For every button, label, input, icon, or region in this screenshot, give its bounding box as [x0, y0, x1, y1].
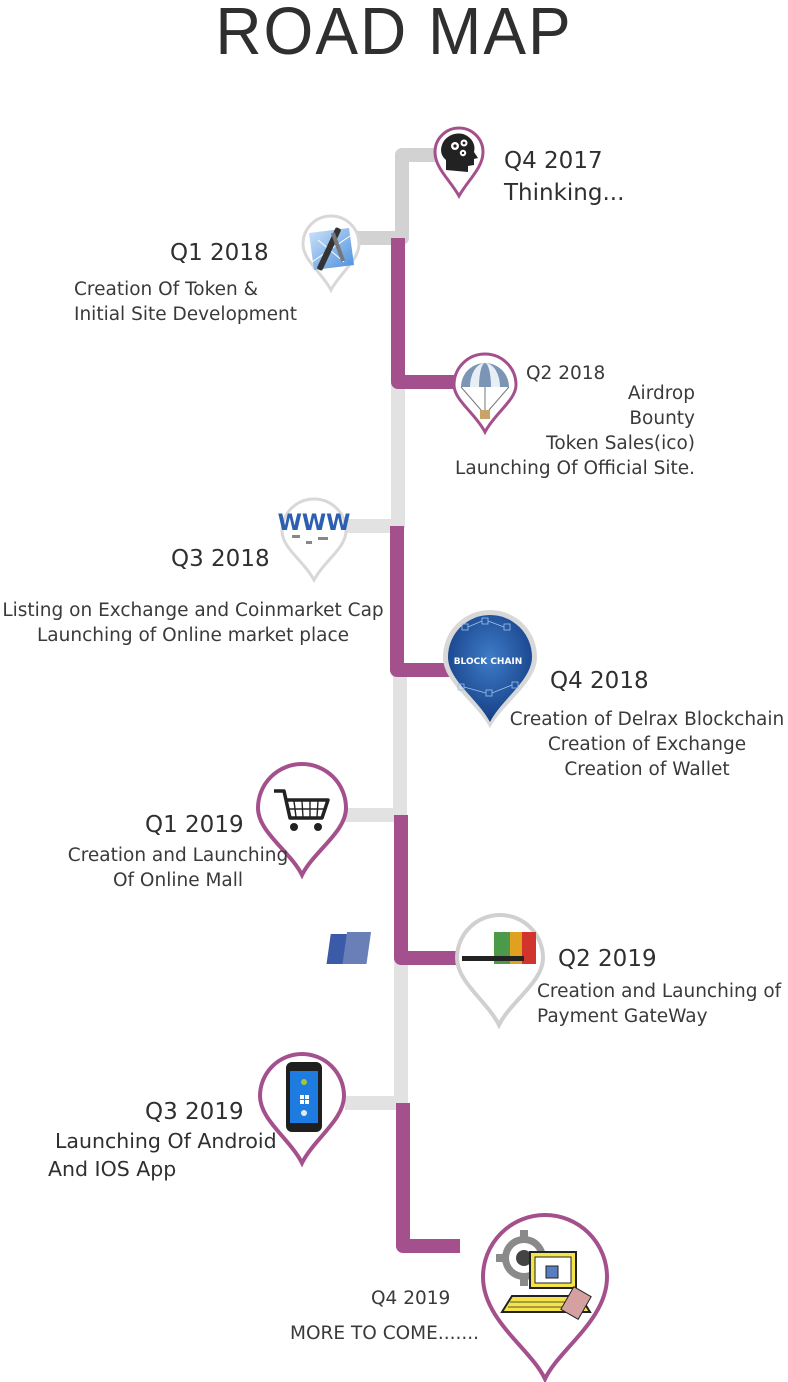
svg-text:WWW: WWW	[278, 511, 351, 536]
milestone-text-q2-2019-line2: Payment GateWay	[537, 1006, 708, 1027]
milestone-quarter-q4-2019: Q4 2019	[371, 1288, 451, 1309]
milestone-text-q4-2019: MORE TO COME.......	[290, 1323, 479, 1344]
www-globe-icon: WWW	[278, 497, 351, 584]
milestone-text-q3-2018-line1: Listing on Exchange and Coinmarket Cap	[2, 600, 384, 621]
milestone-text-q2-2018-line4: Launching Of Official Site.	[455, 458, 695, 479]
milestone-text-q3-2018-line2: Launching of Online market place	[36, 625, 350, 646]
milestone-text-q2-2018-line3: Token Sales(ico)	[546, 433, 695, 454]
milestone-quarter-q3-2018: Q3 2018	[171, 546, 270, 572]
milestone-text-q3-2019-line1: Launching Of Android	[55, 1129, 277, 1153]
milestone-text-q2-2019-line1: Creation and Launching of	[537, 981, 782, 1002]
shopping-cart-icon	[255, 762, 349, 880]
payment-cards-icon	[326, 913, 546, 1030]
milestone-text-q3-2019-line2: And IOS App	[48, 1157, 177, 1181]
milestone-text-q4-2018-line1: Creation of Delrax Blockchain	[509, 709, 785, 730]
page-title: ROAD MAP	[215, 0, 573, 69]
milestone-text-q1-2018-line2: Initial Site Development	[74, 304, 298, 325]
blockchain-icon: BLOCK CHAIN	[443, 610, 537, 728]
milestone-quarter-q2-2019: Q2 2019	[558, 946, 657, 972]
smartphone-icon	[257, 1052, 347, 1168]
milestone-quarter-q3-2019: Q3 2019	[145, 1099, 244, 1125]
tools-blueprint-icon	[301, 214, 361, 294]
milestone-text-q4-2017: Thinking...	[504, 180, 625, 206]
milestone-text-q1-2018-line1: Creation Of Token &	[74, 279, 259, 300]
milestone-quarter-q4-2017: Q4 2017	[504, 148, 603, 174]
thinking-head-gears-icon	[433, 126, 485, 200]
milestone-text-q1-2019-line2: Of Online Mall	[112, 870, 244, 891]
milestone-quarter-q1-2018: Q1 2018	[170, 240, 269, 266]
timeline-spine	[345, 148, 460, 1253]
milestone-quarter-q4-2018: Q4 2018	[550, 668, 649, 694]
milestone-quarter-q2-2018: Q2 2018	[526, 363, 606, 384]
milestone-quarter-q1-2019: Q1 2019	[145, 812, 244, 838]
blockchain-icon-label: BLOCK CHAIN	[454, 657, 523, 667]
milestone-text-q4-2018-line2: Creation of Exchange	[547, 734, 747, 755]
milestone-text-q4-2018-line3: Creation of Wallet	[564, 759, 730, 780]
parachute-icon	[452, 352, 518, 436]
computer-gears-icon	[480, 1213, 610, 1382]
milestone-text-q1-2019-line1: Creation and Launching	[67, 845, 289, 866]
milestone-text-q2-2018-line2: Bounty	[629, 408, 695, 429]
milestone-text-q2-2018-line1: Airdrop	[627, 383, 695, 404]
